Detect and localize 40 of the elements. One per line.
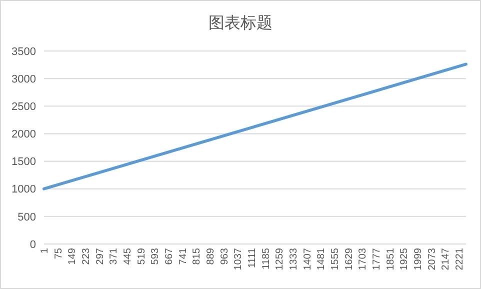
x-tick-label: 519: [136, 248, 148, 265]
x-tick-label: 1925: [399, 248, 410, 270]
x-tick-label: 1333: [288, 248, 300, 270]
x-tick-label: 75: [53, 248, 64, 260]
x-tick-label: 445: [122, 248, 134, 265]
x-tick-label: 297: [94, 248, 106, 265]
x-tick-label: 1703: [358, 248, 369, 270]
x-tick-label: 1555: [330, 248, 342, 270]
x-tick-label: 149: [67, 248, 78, 265]
y-tick-label: 2500: [12, 100, 36, 113]
y-tick-label: 1000: [12, 184, 36, 196]
y-tick-label: 500: [18, 211, 36, 224]
x-tick-label: 2147: [440, 248, 452, 270]
x-tick-label: 1999: [413, 248, 424, 270]
chart-title: 图表标题: [208, 13, 272, 32]
x-tick-label: 1: [40, 248, 50, 254]
x-tick-label: 667: [164, 248, 176, 265]
x-tick-label: 223: [81, 248, 92, 265]
x-tick-label: 371: [108, 248, 120, 265]
x-tick-label: 815: [192, 248, 203, 265]
x-tick-label: 889: [206, 248, 217, 265]
x-tick-label: 963: [219, 248, 230, 265]
x-tick-label: 1185: [260, 248, 272, 270]
x-tick-label: 2221: [454, 248, 466, 270]
y-tick-label: 2000: [12, 128, 36, 141]
x-tick-label: 1481: [316, 248, 328, 270]
x-tick-label: 741: [178, 248, 189, 265]
x-tick-label: 1111: [247, 248, 258, 268]
y-tick-label: 3500: [12, 46, 36, 58]
y-tick-label: 0: [30, 238, 36, 251]
x-tick-label: 1407: [302, 248, 314, 270]
x-tick-label: 1777: [372, 248, 383, 270]
x-tick-label: 1629: [344, 248, 355, 270]
x-tick-label: 2073: [426, 248, 438, 270]
x-tick-label: 1259: [274, 248, 286, 270]
x-tick-label: 593: [150, 248, 162, 265]
x-tick-label: 1037: [233, 248, 244, 270]
y-tick-label: 3000: [12, 73, 36, 86]
x-tick-label: 1851: [385, 248, 396, 270]
y-tick-label: 1500: [12, 156, 36, 168]
